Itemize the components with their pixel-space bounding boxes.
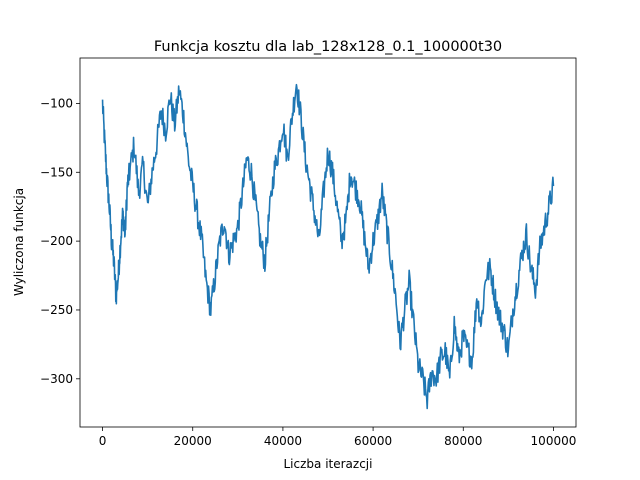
x-tick-label: 0 bbox=[99, 434, 107, 448]
chart-title: Funkcja kosztu dla lab_128x128_0.1_10000… bbox=[154, 39, 502, 55]
x-tick-label: 20000 bbox=[174, 434, 212, 448]
x-tick-label: 80000 bbox=[444, 434, 482, 448]
plot-frame bbox=[79, 57, 577, 428]
y-axis-ticks: −300 −250 −200 −150 −100 bbox=[40, 96, 80, 386]
y-axis-title: Wyliczona funkcja bbox=[12, 188, 26, 296]
x-tick-label: 40000 bbox=[264, 434, 302, 448]
x-tick-label: 60000 bbox=[354, 434, 392, 448]
y-tick-label: −250 bbox=[40, 303, 73, 317]
y-tick-label: −100 bbox=[40, 96, 73, 110]
x-axis-ticks: 0 20000 40000 60000 80000 100000 bbox=[99, 427, 577, 448]
plot-area bbox=[79, 57, 577, 428]
x-axis-title: Liczba iterazcji bbox=[284, 457, 373, 471]
x-tick-label: 100000 bbox=[531, 434, 577, 448]
y-tick-label: −300 bbox=[40, 372, 73, 386]
series-line-cost bbox=[101, 83, 555, 410]
y-tick-label: −200 bbox=[40, 234, 73, 248]
y-tick-label: −150 bbox=[40, 165, 73, 179]
